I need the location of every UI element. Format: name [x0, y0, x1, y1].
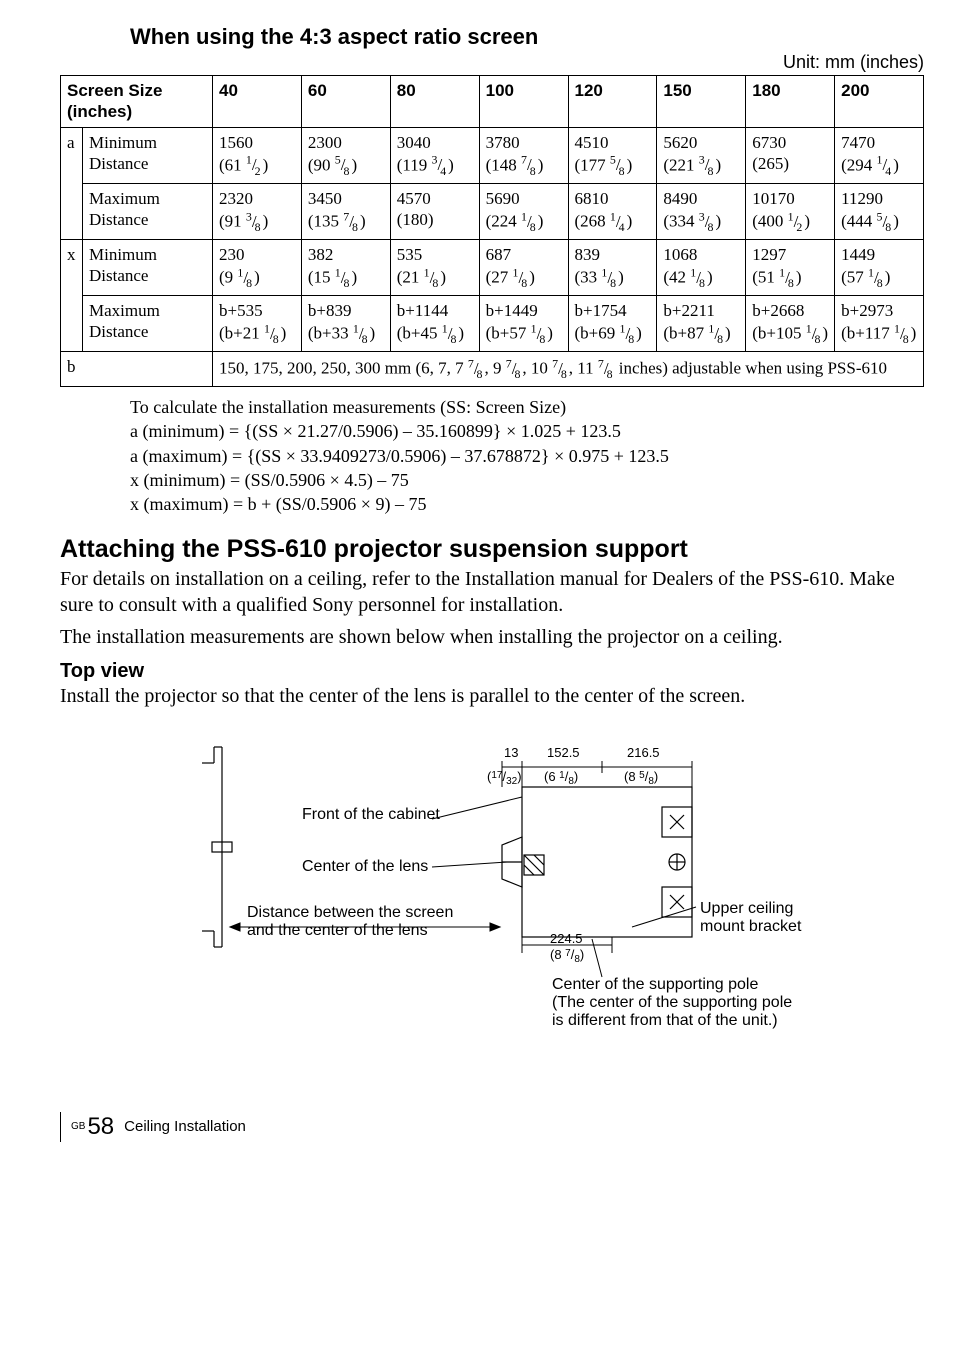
table-row: a Minimum Distance 1560(61 1/2) 2300(90 … — [61, 127, 924, 183]
cell: 3450(135 7/8) — [301, 183, 390, 239]
paragraph: For details on installation on a ceiling… — [60, 566, 924, 618]
cell: 5690(224 1/8) — [479, 183, 568, 239]
page-number: 58 — [87, 1113, 114, 1141]
header-col: 100 — [479, 76, 568, 128]
cell: 839(33 1/8) — [568, 239, 657, 295]
header-screen-size: Screen Size (inches) — [61, 76, 213, 128]
cell: 4570(180) — [390, 183, 479, 239]
top-view-diagram: 13 (17/32) 152.5 (6 1/8) 216.5 (8 5/8) F… — [152, 727, 832, 1052]
svg-text:(17/32): (17/32) — [487, 769, 522, 787]
table-header-row: Screen Size (inches) 40 60 80 100 120 15… — [61, 76, 924, 128]
cell: 535(21 1/8) — [390, 239, 479, 295]
svg-text:is different from that of the: is different from that of the unit.) — [552, 1012, 778, 1029]
section-title: When using the 4:3 aspect ratio screen — [130, 24, 924, 50]
paragraph: Install the projector so that the center… — [60, 683, 924, 709]
page-footer: GB 58 Ceiling Installation — [60, 1112, 924, 1142]
cell: b+1754(b+69 1/8) — [568, 296, 657, 352]
cell: 4510(177 5/8) — [568, 127, 657, 183]
cell: 7470(294 1/4) — [835, 127, 924, 183]
cell: 1068(42 1/8) — [657, 239, 746, 295]
cell: 1449(57 1/8) — [835, 239, 924, 295]
svg-text:13: 13 — [504, 745, 518, 760]
svg-text:152.5: 152.5 — [547, 745, 580, 760]
row-label: Maximum Distance — [83, 296, 213, 352]
gb-label: GB — [71, 1121, 85, 1132]
svg-text:Upper ceiling: Upper ceiling — [700, 900, 793, 917]
header-col: 80 — [390, 76, 479, 128]
cell: b+2211(b+87 1/8) — [657, 296, 746, 352]
svg-text:(6 1/8): (6 1/8) — [544, 769, 578, 787]
paragraph: The installation measurements are shown … — [60, 624, 924, 650]
row-label: Maximum Distance — [83, 183, 213, 239]
svg-text:mount bracket: mount bracket — [700, 918, 802, 935]
svg-text:(The center of the supporting: (The center of the supporting pole — [552, 994, 792, 1011]
measurement-table: Screen Size (inches) 40 60 80 100 120 15… — [60, 75, 924, 387]
table-row: x Minimum Distance 230(9 1/8) 382(15 1/8… — [61, 239, 924, 295]
cell: 3780(148 7/8) — [479, 127, 568, 183]
cell: b+535(b+21 1/8) — [213, 296, 302, 352]
svg-text:Distance between the screen: Distance between the screen — [247, 904, 453, 921]
cell: 1560(61 1/2) — [213, 127, 302, 183]
svg-text:(8 5/8): (8 5/8) — [624, 769, 658, 787]
cell: b+1144(b+45 1/8) — [390, 296, 479, 352]
group-b: b — [61, 352, 213, 387]
cell: 5620(221 3/8) — [657, 127, 746, 183]
cell: 10170(400 1/2) — [746, 183, 835, 239]
cell: 382(15 1/8) — [301, 239, 390, 295]
header-col: 200 — [835, 76, 924, 128]
header-col: 180 — [746, 76, 835, 128]
calc-line: a (maximum) = {(SS × 33.9409273/0.5906) … — [130, 444, 924, 468]
header-col: 120 — [568, 76, 657, 128]
calc-line: a (minimum) = {(SS × 21.27/0.5906) – 35.… — [130, 419, 924, 443]
cell: 2320(91 3/8) — [213, 183, 302, 239]
group-a: a — [61, 127, 83, 239]
cell: b+2668(b+105 1/8) — [746, 296, 835, 352]
heading-pss610: Attaching the PSS-610 projector suspensi… — [60, 535, 924, 564]
cell: 230(9 1/8) — [213, 239, 302, 295]
svg-text:224.5: 224.5 — [550, 931, 583, 946]
svg-text:(8 7/8): (8 7/8) — [550, 947, 584, 965]
calc-line: To calculate the installation measuremen… — [130, 395, 924, 419]
calc-line: x (minimum) = (SS/0.5906 × 4.5) – 75 — [130, 468, 924, 492]
cell: 687(27 1/8) — [479, 239, 568, 295]
heading-top-view: Top view — [60, 660, 924, 683]
cell: 11290(444 5/8) — [835, 183, 924, 239]
row-label: Minimum Distance — [83, 239, 213, 295]
b-note: 150, 175, 200, 250, 300 mm (6, 7, 7 7/8,… — [213, 352, 924, 387]
svg-text:and the center of the lens: and the center of the lens — [247, 922, 428, 939]
cell: b+2973(b+117 1/8) — [835, 296, 924, 352]
group-x: x — [61, 239, 83, 351]
cell: b+839(b+33 1/8) — [301, 296, 390, 352]
svg-text:Front of the cabinet: Front of the cabinet — [302, 806, 440, 823]
cell: 2300(90 5/8) — [301, 127, 390, 183]
table-row: Maximum Distance b+535(b+21 1/8) b+839(b… — [61, 296, 924, 352]
svg-text:Center of the lens: Center of the lens — [302, 858, 428, 875]
cell: 6810(268 1/4) — [568, 183, 657, 239]
calc-line: x (maximum) = b + (SS/0.5906 × 9) – 75 — [130, 492, 924, 516]
unit-label: Unit: mm (inches) — [60, 52, 924, 73]
calc-block: To calculate the installation measuremen… — [130, 395, 924, 516]
header-col: 150 — [657, 76, 746, 128]
footer-label: Ceiling Installation — [124, 1118, 246, 1135]
header-col: 40 — [213, 76, 302, 128]
svg-text:216.5: 216.5 — [627, 745, 660, 760]
header-col: 60 — [301, 76, 390, 128]
cell: 8490(334 3/8) — [657, 183, 746, 239]
cell: b+1449(b+57 1/8) — [479, 296, 568, 352]
cell: 1297(51 1/8) — [746, 239, 835, 295]
cell: 6730(265) — [746, 127, 835, 183]
table-row: Maximum Distance 2320(91 3/8) 3450(135 7… — [61, 183, 924, 239]
row-label: Minimum Distance — [83, 127, 213, 183]
svg-text:Center of the supporting pole: Center of the supporting pole — [552, 976, 758, 993]
cell: 3040(119 3/4) — [390, 127, 479, 183]
table-row-b: b 150, 175, 200, 250, 300 mm (6, 7, 7 7/… — [61, 352, 924, 387]
